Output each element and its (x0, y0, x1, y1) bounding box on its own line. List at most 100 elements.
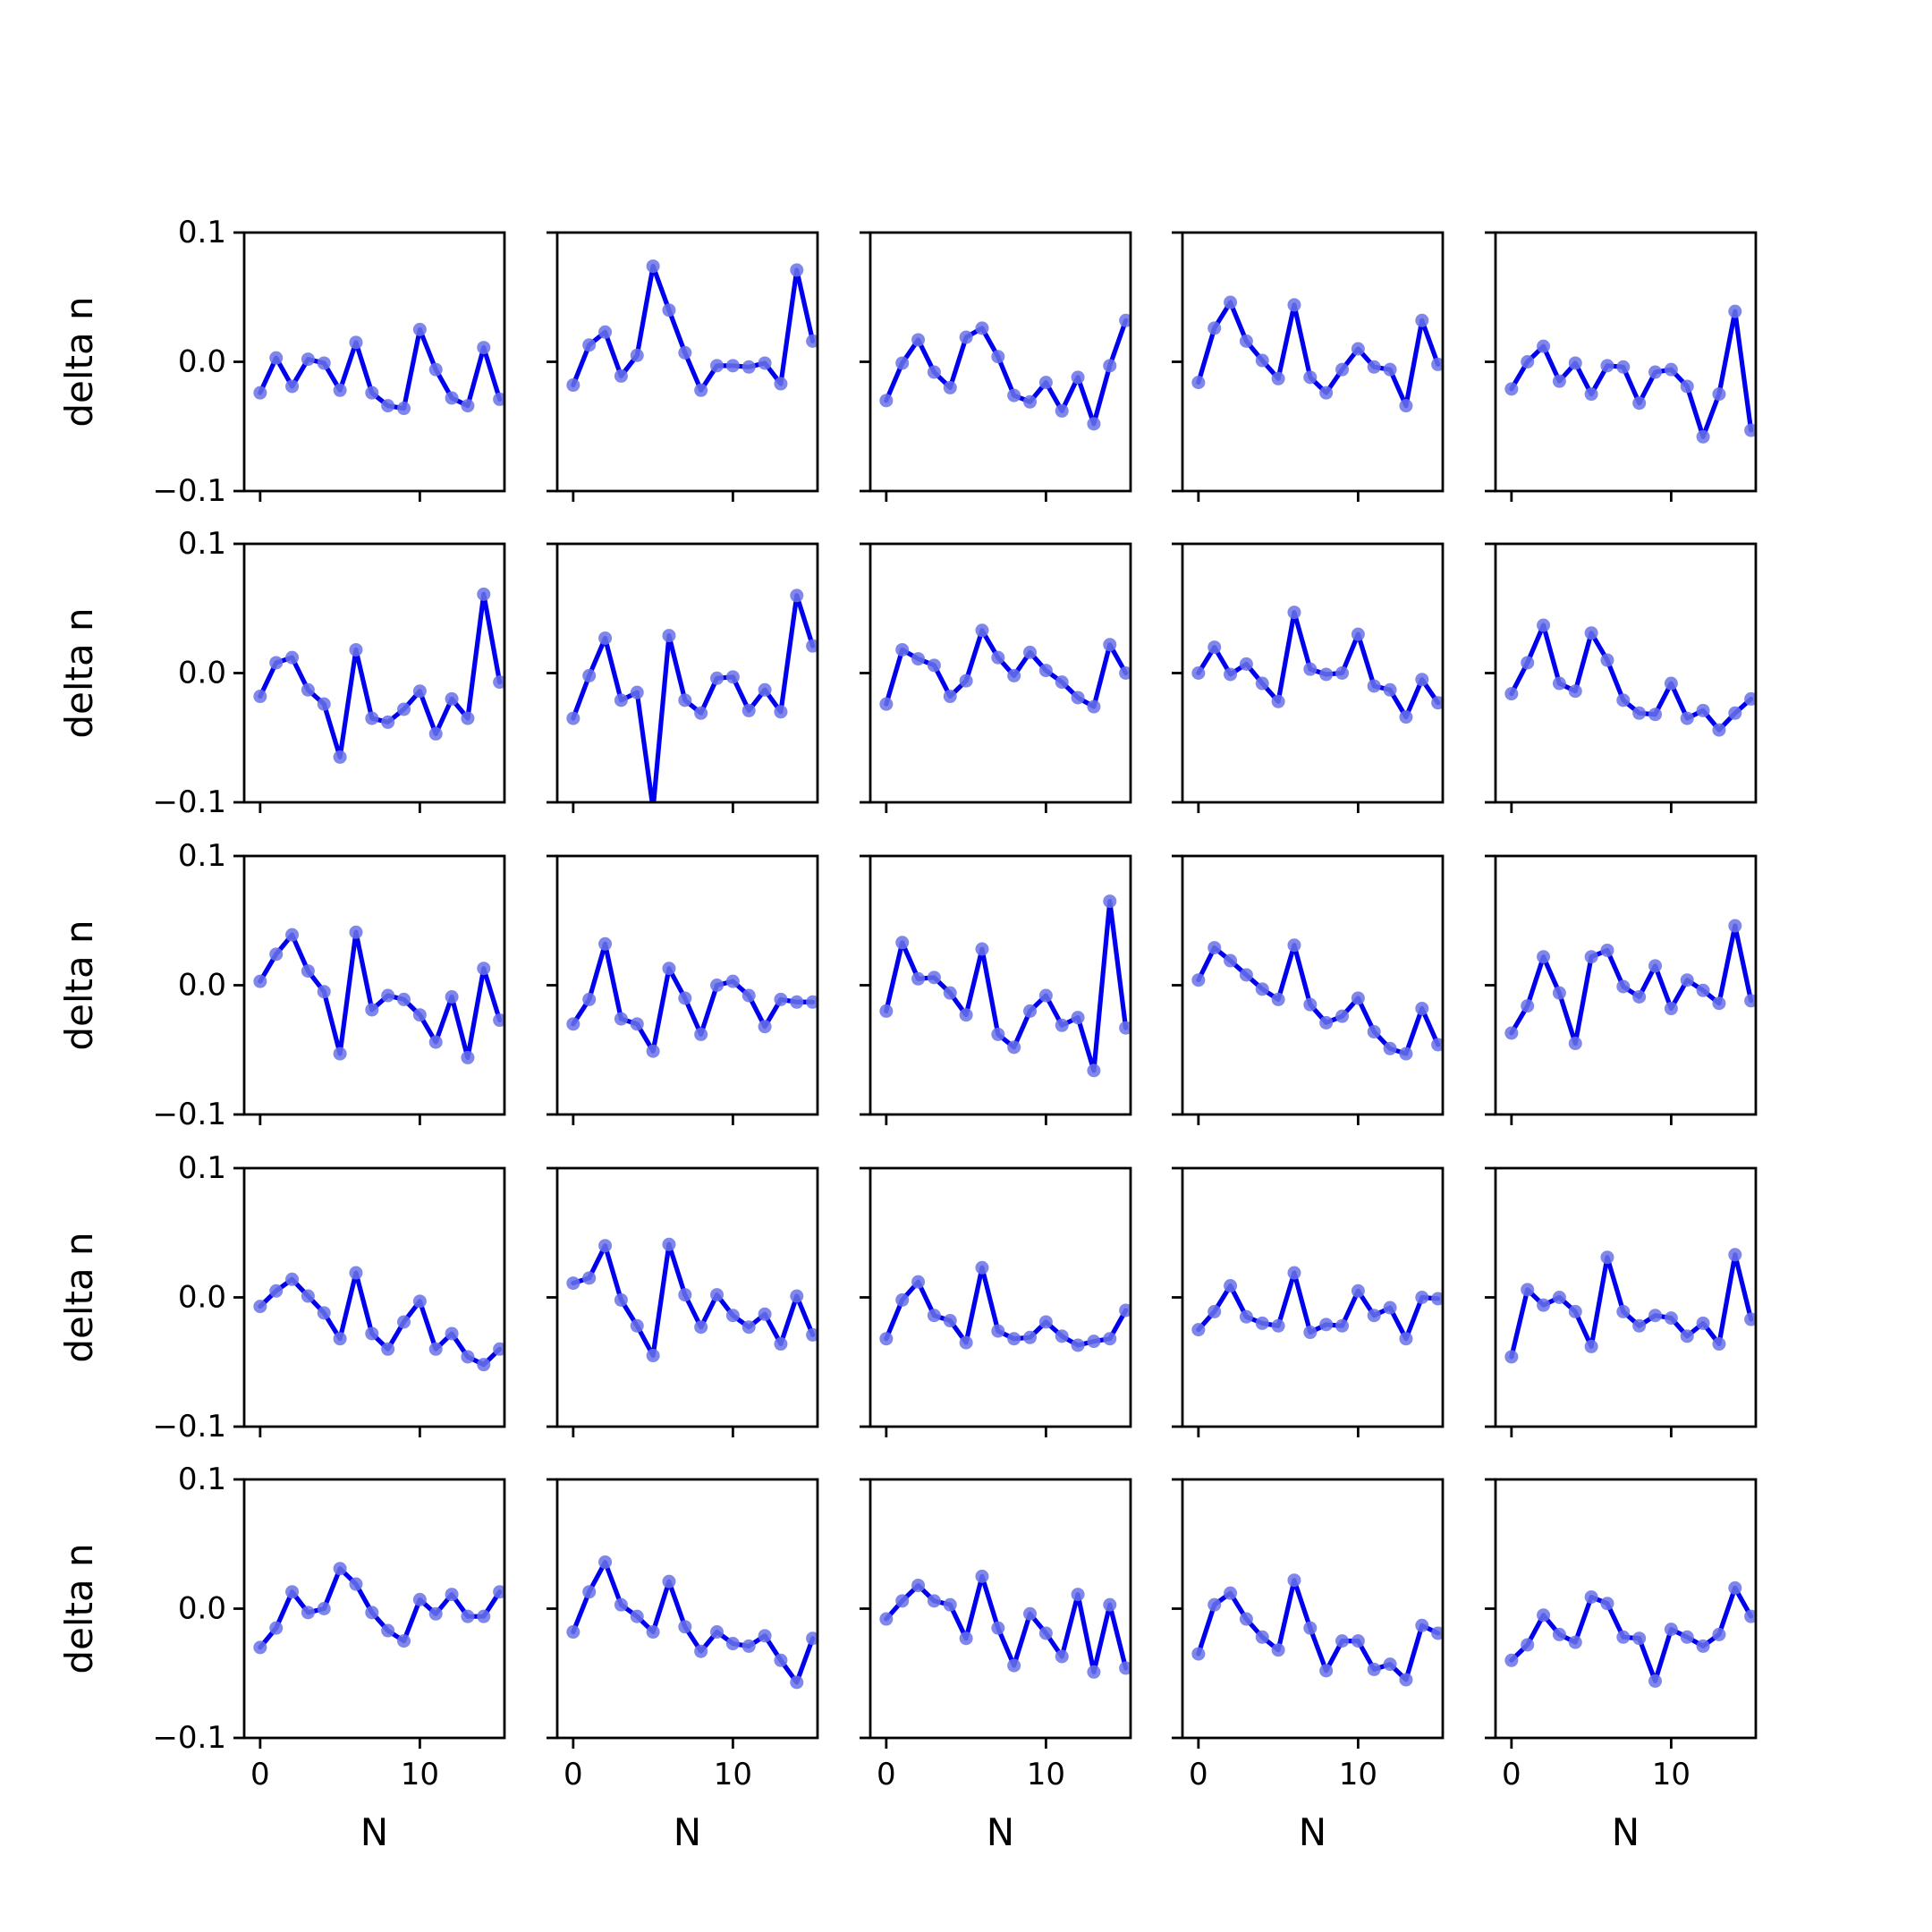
data-point-1 (895, 1292, 910, 1307)
data-point-11 (1367, 679, 1381, 693)
data-point-3 (1552, 1627, 1566, 1641)
subplot-r4-c1: −0.1 0.0 0.1 delta n (57, 1150, 506, 1445)
data-point-8 (694, 383, 708, 397)
y-tick-label: 0.0 (178, 656, 226, 691)
data-point-10 (1664, 1002, 1678, 1016)
data-point-8 (694, 1320, 708, 1335)
series-line (1509, 309, 1754, 439)
data-point-6 (662, 1574, 676, 1589)
data-point-6 (1600, 1250, 1614, 1265)
data-point-12 (1383, 1301, 1397, 1315)
data-point-8 (381, 1342, 395, 1356)
data-point-2 (1224, 667, 1238, 682)
y-tick-label: 0.0 (178, 1591, 226, 1627)
data-point-13 (461, 1050, 475, 1064)
data-point-6 (1287, 1573, 1301, 1588)
series-line (571, 1241, 816, 1359)
data-point-9 (1648, 1674, 1663, 1688)
data-point-5 (333, 1332, 347, 1346)
data-point-12 (445, 1588, 459, 1602)
data-point-15 (806, 334, 818, 348)
data-point-12 (1071, 691, 1085, 705)
data-point-9 (710, 1288, 724, 1302)
data-point-4 (1568, 1037, 1582, 1051)
data-point-4 (317, 1602, 331, 1615)
data-point-3 (1552, 1291, 1566, 1304)
data-point-11 (428, 362, 443, 377)
data-point-10 (412, 684, 427, 699)
data-point-2 (911, 1275, 926, 1289)
data-point-12 (1383, 682, 1397, 697)
data-point-14 (477, 341, 491, 355)
data-point-1 (582, 338, 597, 352)
data-point-0 (1504, 1350, 1519, 1364)
subplot-r3-c5 (1485, 854, 1758, 1125)
series-line (884, 1265, 1129, 1348)
axes-frame (869, 1166, 1132, 1428)
subplot-r5-c3: 0 10 N (860, 1478, 1132, 1854)
subplot-r4-c4 (1172, 1166, 1445, 1437)
data-point-9 (397, 1315, 411, 1329)
y-axis-label: delta n (57, 919, 101, 1050)
data-point-8 (381, 399, 395, 413)
data-point-7 (991, 1027, 1005, 1041)
data-point-0 (1191, 666, 1206, 680)
data-point-5 (646, 1044, 660, 1058)
data-point-14 (1103, 894, 1117, 909)
data-point-13 (1087, 417, 1101, 431)
plot-area (1191, 938, 1443, 1061)
data-point-13 (1712, 1627, 1726, 1641)
data-point-0 (253, 690, 267, 704)
x-tick-label: 10 (401, 1757, 439, 1792)
data-point-1 (582, 992, 597, 1006)
data-point-14 (1103, 1332, 1117, 1346)
data-point-9 (1648, 708, 1663, 722)
data-point-2 (1537, 618, 1551, 632)
subplot-r2-c1: −0.1 0.0 0.1 delta n (57, 526, 506, 820)
plot-area (1191, 606, 1443, 724)
plot-area (1191, 1573, 1443, 1687)
data-point-7 (1303, 997, 1318, 1012)
data-point-7 (678, 1288, 692, 1302)
data-point-9 (1648, 365, 1663, 379)
data-point-11 (1680, 1329, 1694, 1343)
data-point-6 (975, 1260, 989, 1275)
data-point-15 (806, 995, 818, 1009)
data-point-5 (646, 1625, 660, 1640)
data-point-2 (598, 936, 613, 951)
data-point-9 (1023, 394, 1038, 409)
x-tick-label: 10 (1652, 1757, 1690, 1792)
plot-area (1191, 295, 1443, 413)
data-point-5 (959, 1335, 973, 1350)
data-point-15 (1119, 1021, 1131, 1035)
data-point-9 (1023, 1004, 1038, 1018)
data-point-4 (1255, 1630, 1269, 1644)
y-tick-label: 0.1 (178, 838, 226, 874)
data-point-2 (1224, 1279, 1238, 1292)
x-tick-label: 0 (564, 1757, 583, 1792)
plot-area (566, 1237, 818, 1363)
data-point-9 (1648, 1309, 1663, 1323)
data-point-14 (1415, 1291, 1429, 1304)
axes-frame (869, 1478, 1132, 1740)
data-point-5 (1584, 626, 1598, 640)
data-point-4 (1568, 1304, 1582, 1318)
data-point-2 (911, 652, 926, 666)
x-tick-label: 10 (714, 1757, 752, 1792)
subplot-r1-c5 (1485, 231, 1758, 502)
data-point-11 (428, 1035, 443, 1049)
subplot-r5-c4: 0 10 N (1172, 1478, 1445, 1854)
data-point-14 (790, 263, 804, 277)
data-point-15 (493, 1342, 504, 1356)
data-point-14 (1728, 706, 1742, 720)
data-point-9 (1023, 1330, 1038, 1344)
data-point-10 (725, 1637, 740, 1651)
data-point-2 (285, 1585, 300, 1599)
data-point-10 (412, 1294, 427, 1309)
y-axis-label: delta n (57, 296, 101, 427)
data-point-10 (412, 322, 427, 336)
data-point-8 (1007, 668, 1021, 682)
x-tick-label: 0 (1189, 1757, 1208, 1792)
plot-area (253, 1266, 504, 1372)
data-point-0 (879, 1612, 894, 1626)
